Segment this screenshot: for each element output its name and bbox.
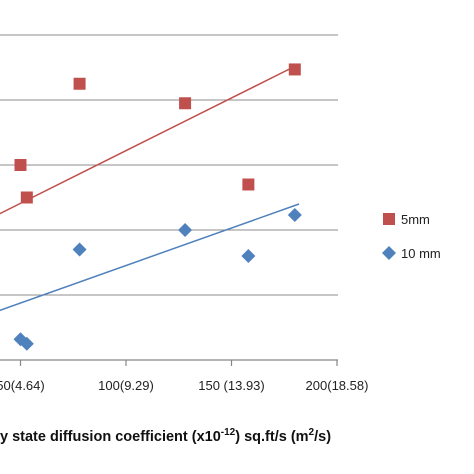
data-point-10mm — [241, 249, 256, 263]
x-tick-label: 200(18.58) — [306, 378, 369, 393]
x-axis-label-exponent: -12 — [221, 427, 236, 438]
data-point-5mm — [242, 178, 255, 191]
x-axis-label-part3: /s) — [314, 429, 331, 445]
data-point-10mm — [72, 242, 87, 257]
x-axis-label-part2: ) sq.ft/s (m — [235, 429, 308, 445]
x-tick-label: 100(9.29) — [98, 378, 154, 393]
data-point-5mm — [179, 97, 192, 110]
legend: 5mm 10 mm — [382, 212, 441, 261]
legend-marker-10mm — [382, 246, 396, 260]
x-axis-label-exponent2: 2 — [309, 427, 315, 438]
x-axis-label-part1: y state diffusion coefficient (x10 — [0, 429, 221, 445]
trendline-10mm — [0, 203, 300, 312]
data-point-5mm — [14, 159, 27, 171]
data-point-5mm — [288, 63, 301, 76]
legend-marker-5mm — [383, 213, 395, 225]
data-point-10mm — [19, 336, 34, 351]
x-tick-marks — [19, 360, 338, 366]
x-tick-labels: 50(4.64) 100(9.29) 150 (13.93) 200(18.58) — [0, 378, 368, 393]
x-axis-label: y state diffusion coefficient (x10-12) s… — [0, 427, 331, 445]
data-points — [13, 63, 302, 351]
x-tick-label: 50(4.64) — [0, 378, 45, 393]
legend-label-10mm: 10 mm — [401, 246, 441, 261]
trendline-5mm — [0, 63, 300, 215]
gridlines — [0, 34, 338, 296]
trendlines — [0, 63, 300, 312]
x-tick-label: 150 (13.93) — [198, 378, 265, 393]
data-point-10mm — [178, 223, 193, 237]
legend-label-5mm: 5mm — [401, 212, 430, 227]
data-point-5mm — [73, 77, 86, 90]
data-point-5mm — [20, 191, 33, 204]
data-point-10mm — [287, 208, 302, 223]
